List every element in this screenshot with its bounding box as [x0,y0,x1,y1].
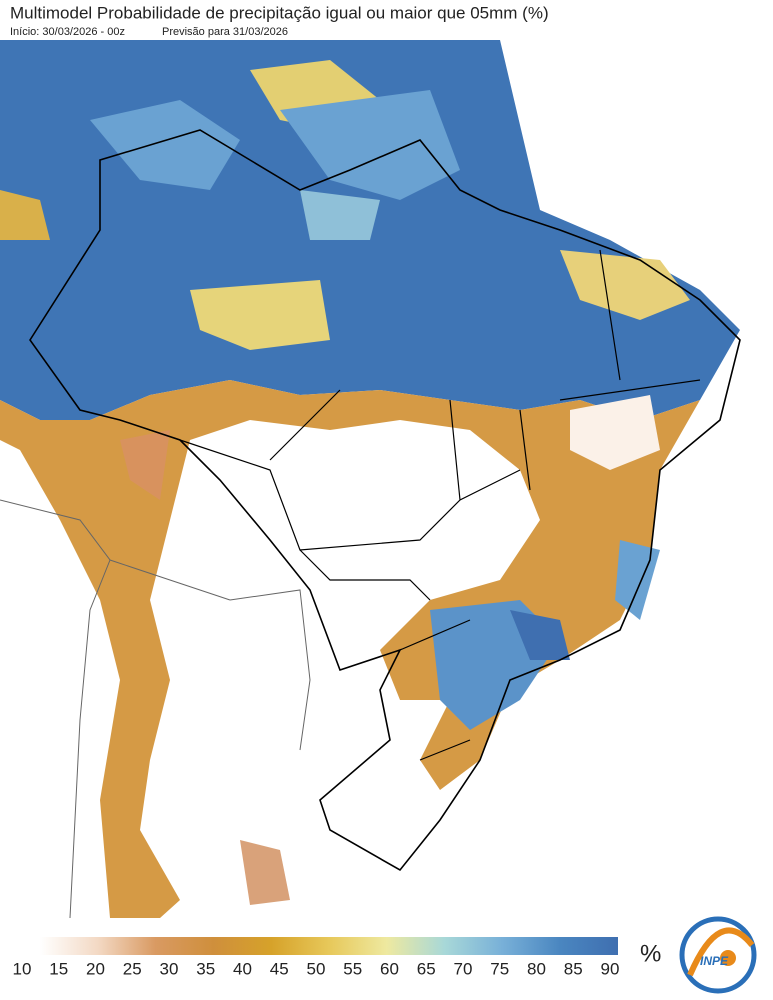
colorbar-tick-label: 90 [601,959,620,978]
forecast-date: Previsão para 31/03/2026 [162,26,288,38]
colorbar-tick-label: 35 [196,959,215,978]
colorbar-tick-label: 10 [13,959,32,978]
colorbar-tick-label: 65 [417,959,436,978]
colorbar-tick-label: 30 [160,959,179,978]
inpe-logo: INPE [679,916,757,994]
colorbar-unit: % [640,940,661,967]
title: Multimodel Probabilidade de precipitação… [10,3,549,22]
colorbar-tick-label: 40 [233,959,252,978]
colorbar-tick-label: 85 [564,959,583,978]
colorbar-tick-label: 80 [527,959,546,978]
map [0,40,773,918]
colorbar-tick-label: 45 [270,959,289,978]
colorbar-tick-label: 75 [490,959,509,978]
colorbar-tick-label: 55 [343,959,362,978]
colorbar-tick-label: 70 [454,959,473,978]
colorbar [40,937,618,955]
logo-text: INPE [700,954,729,968]
colorbar-tick-label: 20 [86,959,105,978]
colorbar-tick-label: 60 [380,959,399,978]
colorbar-tick-label: 25 [123,959,142,978]
colorbar-tick-label: 15 [49,959,68,978]
start-date: Início: 30/03/2026 - 00z [10,26,125,38]
colorbar-tick-label: 50 [307,959,326,978]
